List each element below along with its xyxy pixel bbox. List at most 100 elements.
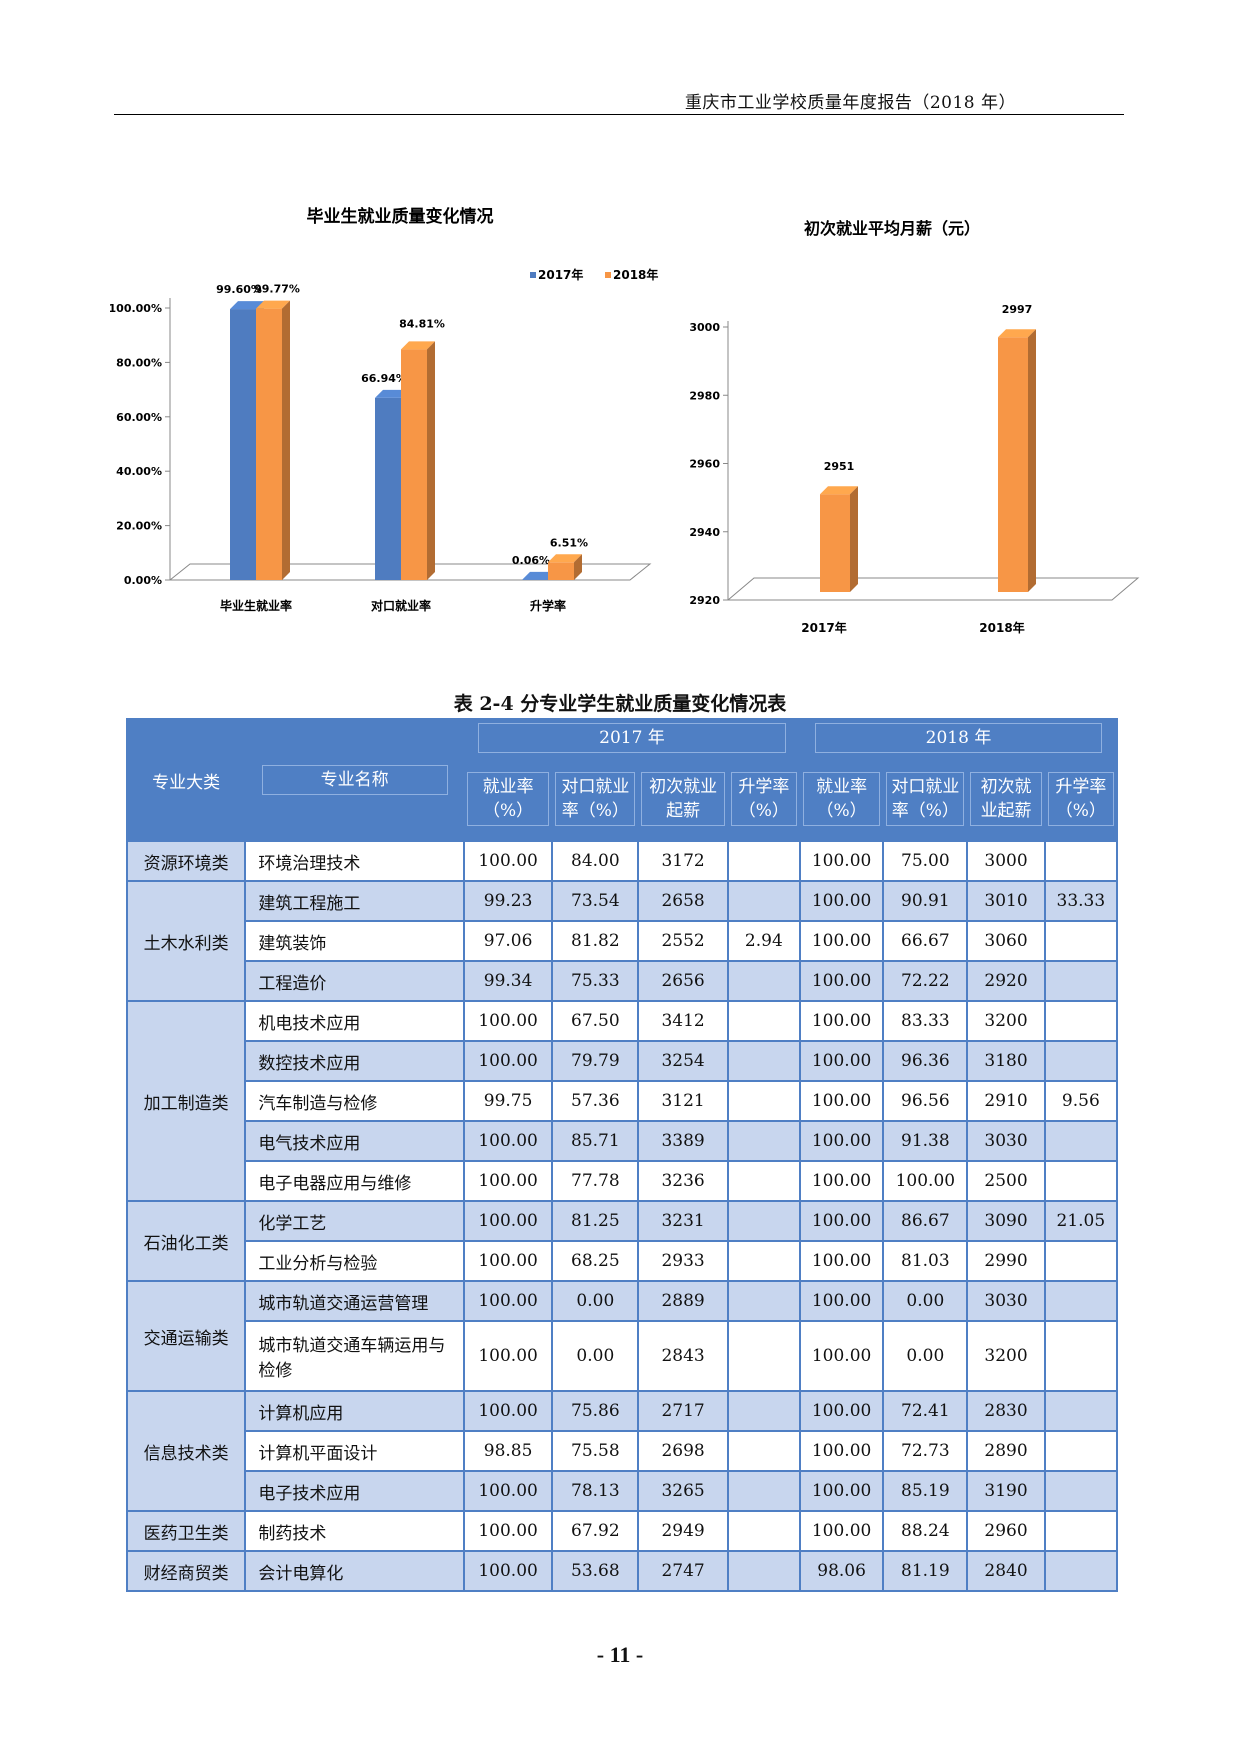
value-cell: 88.24 (882, 1510, 969, 1552)
header-sub: 就业率（%） (798, 756, 885, 842)
value-cell: 86.67 (882, 1200, 969, 1242)
chart1-title: 毕业生就业质量变化情况 (307, 206, 494, 227)
table-row: 加工制造类 机电技术应用 100.00 67.50 3412 100.00 83.33 320… (125, 1000, 1119, 1202)
header-sub: 对口就业率（%） (551, 756, 640, 842)
major-name-cell: 计算机应用 (244, 1390, 465, 1432)
value-cell: 100.00 (798, 1470, 885, 1512)
value-cell (1043, 1240, 1119, 1282)
chart2-ytick: 2920 (689, 594, 720, 607)
value-cell: 3121 (637, 1080, 729, 1122)
value-cell: 2960 (966, 1510, 1046, 1552)
value-cell: 72.73 (882, 1430, 969, 1472)
value-cell: 100.00 (462, 840, 554, 882)
value-cell (726, 1160, 801, 1202)
category-cell: 石油化工类 (125, 1200, 247, 1282)
value-cell: 72.22 (882, 960, 969, 1002)
chart1-xtick: 对口就业率 (371, 598, 431, 613)
major-name-cell: 汽车制造与检修 (244, 1080, 465, 1122)
value-cell: 3030 (966, 1280, 1046, 1322)
value-cell: 99.34 (462, 960, 554, 1002)
value-cell: 84.00 (551, 840, 640, 882)
value-cell: 3412 (637, 1000, 729, 1042)
value-cell: 0.00 (551, 1280, 640, 1322)
value-cell: 3265 (637, 1470, 729, 1512)
value-cell: 2.94 (726, 920, 801, 962)
value-cell: 100.00 (462, 1120, 554, 1162)
value-cell: 100.00 (462, 1040, 554, 1082)
value-cell (1043, 840, 1119, 882)
value-cell: 100.00 (798, 1200, 885, 1242)
value-cell (726, 960, 801, 1002)
table-row: 信息技术类 计算机应用 100.00 75.86 2717 100.00 72.41 2830 (125, 1390, 1119, 1512)
value-cell: 53.68 (551, 1550, 640, 1592)
value-cell: 75.33 (551, 960, 640, 1002)
value-cell (726, 1430, 801, 1472)
value-cell: 3231 (637, 1200, 729, 1242)
value-cell: 100.00 (798, 880, 885, 922)
value-cell (1043, 1280, 1119, 1322)
value-cell: 67.92 (551, 1510, 640, 1552)
value-cell: 81.25 (551, 1200, 640, 1242)
value-cell: 2830 (966, 1390, 1046, 1432)
value-cell: 100.00 (798, 1080, 885, 1122)
chart1-data-label: 84.81% (399, 317, 445, 330)
chart1-ytick: 80.00% (116, 356, 162, 369)
value-cell: 91.38 (882, 1120, 969, 1162)
value-cell: 99.75 (462, 1080, 554, 1122)
value-cell: 0.00 (882, 1280, 969, 1322)
table-row: 医药卫生类 制药技术 100.00 67.92 2949 100.00 88.24 2960 (125, 1510, 1119, 1552)
value-cell (1043, 1390, 1119, 1432)
value-cell (726, 1240, 801, 1282)
value-cell (1043, 1470, 1119, 1512)
chart1-bar (548, 554, 582, 580)
value-cell: 3030 (966, 1120, 1046, 1162)
value-cell: 3172 (637, 840, 729, 882)
chart1-xtick: 毕业生就业率 (220, 598, 292, 613)
value-cell (1043, 1510, 1119, 1552)
value-cell: 73.54 (551, 880, 640, 922)
value-cell: 100.00 (462, 1240, 554, 1282)
page-number: - 11 - (596, 1642, 644, 1667)
value-cell: 100.00 (462, 1510, 554, 1552)
value-cell: 2717 (637, 1390, 729, 1432)
report-header: 重庆市工业学校质量年度报告（2018 年） (684, 93, 1016, 113)
major-name-cell: 工业分析与检验 (244, 1240, 465, 1282)
major-quality-table: 专业大类 专业名称 2017 年 2018 年 就业率（%） 对口就业率（%） 初次… (125, 718, 1119, 1592)
value-cell: 3010 (966, 880, 1046, 922)
header-2017: 2017 年 (462, 718, 801, 758)
chart1-ytick: 40.00% (116, 465, 162, 478)
value-cell (726, 1000, 801, 1042)
major-name-cell: 电气技术应用 (244, 1120, 465, 1162)
chart1-data-label: 0.06% (512, 554, 550, 567)
major-name-cell: 制药技术 (244, 1510, 465, 1552)
chart2-ytick: 2980 (689, 389, 720, 402)
major-name-cell: 工程造价 (244, 960, 465, 1002)
category-cell: 信息技术类 (125, 1390, 247, 1512)
value-cell: 100.00 (798, 1240, 885, 1282)
table-row: 石油化工类 化学工艺 100.00 81.25 3231 100.00 86.67 3090 2… (125, 1200, 1119, 1282)
header-rule (114, 114, 1124, 115)
header-sub: 对口就业率（%） (882, 756, 969, 842)
value-cell: 0.00 (882, 1320, 969, 1392)
value-cell: 83.33 (882, 1000, 969, 1042)
value-cell: 90.91 (882, 880, 969, 922)
chart2-ytick: 2960 (689, 458, 720, 471)
value-cell: 78.13 (551, 1470, 640, 1512)
value-cell: 9.56 (1043, 1080, 1119, 1122)
value-cell: 99.23 (462, 880, 554, 922)
value-cell: 2500 (966, 1160, 1046, 1202)
chart2-data-label: 2997 (1002, 303, 1033, 316)
value-cell: 3236 (637, 1160, 729, 1202)
employment-quality-chart: 毕业生就业质量变化情况 0.00% 20.00% 40.00% 60.00% 80.00%… (110, 200, 670, 630)
value-cell: 2920 (966, 960, 1046, 1002)
value-cell: 2552 (637, 920, 729, 962)
major-name-cell: 化学工艺 (244, 1200, 465, 1242)
major-name-cell: 计算机平面设计 (244, 1430, 465, 1472)
value-cell: 100.00 (798, 1160, 885, 1202)
value-cell (726, 1120, 801, 1162)
chart1-legend-swatch (530, 272, 536, 278)
value-cell (726, 1040, 801, 1082)
value-cell: 21.05 (1043, 1200, 1119, 1242)
value-cell: 2656 (637, 960, 729, 1002)
value-cell (1043, 960, 1119, 1002)
